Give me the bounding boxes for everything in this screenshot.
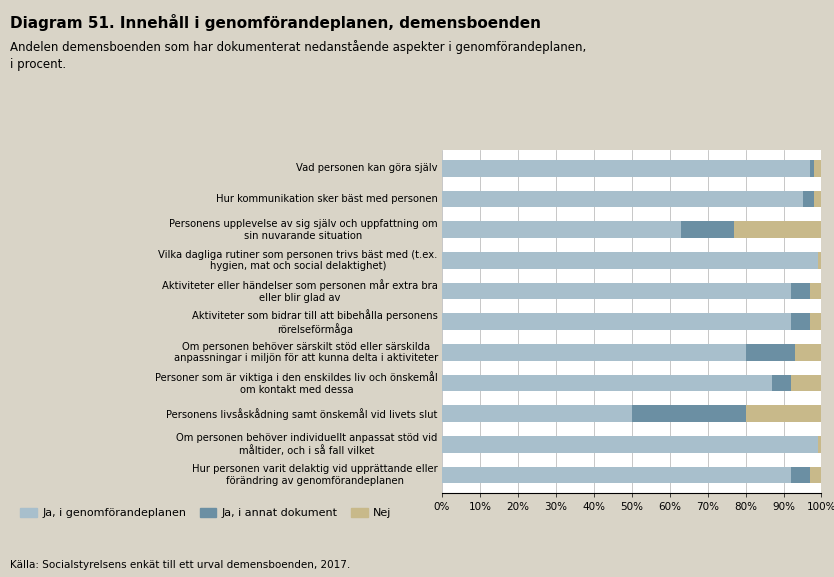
Text: Personer som är viktiga i den enskildes liv och önskemål
om kontakt med dessa: Personer som är viktiga i den enskildes … — [155, 371, 438, 395]
Text: Aktiviteter som bidrar till att bibehålla personens
rörelseförmåga: Aktiviteter som bidrar till att bibehåll… — [192, 309, 438, 335]
Text: Andelen demensboenden som har dokumenterat nedanstående aspekter i genomförandep: Andelen demensboenden som har dokumenter… — [10, 40, 586, 72]
Bar — [442, 344, 746, 361]
Bar — [632, 405, 746, 422]
Text: Aktiviteter eller händelser som personen mår extra bra
eller blir glad av: Aktiviteter eller händelser som personen… — [162, 279, 438, 303]
Bar — [442, 160, 810, 177]
Bar — [810, 313, 821, 330]
Legend: Ja, i genomförandeplanen, Ja, i annat dokument, Nej: Ja, i genomförandeplanen, Ja, i annat do… — [16, 503, 396, 522]
Bar — [817, 436, 821, 453]
Bar — [814, 190, 821, 208]
Bar — [442, 283, 791, 299]
Bar — [442, 190, 802, 208]
Bar — [802, 190, 814, 208]
Bar — [817, 252, 821, 269]
Text: Diagram 51. Innehåll i genomförandeplanen, demensboenden: Diagram 51. Innehåll i genomförandeplane… — [10, 14, 541, 31]
Bar — [810, 283, 821, 299]
Text: Om personen behöver individuellt anpassat stöd vid
måltider, och i så fall vilke: Om personen behöver individuellt anpassa… — [177, 433, 438, 456]
Text: Vad personen kan göra själv: Vad personen kan göra själv — [296, 163, 438, 174]
Bar — [791, 467, 810, 484]
Bar — [442, 222, 681, 238]
Bar — [442, 467, 791, 484]
Bar — [746, 405, 821, 422]
Text: Källa: Socialstyrelsens enkät till ett urval demensboenden, 2017.: Källa: Socialstyrelsens enkät till ett u… — [10, 560, 350, 570]
Bar — [772, 374, 791, 391]
Bar — [442, 313, 791, 330]
Bar — [810, 467, 821, 484]
Text: Hur personen varit delaktig vid upprättande eller
förändring av genomförandeplan: Hur personen varit delaktig vid upprätta… — [192, 464, 438, 486]
Bar — [791, 313, 810, 330]
Bar — [810, 160, 814, 177]
Bar — [746, 344, 795, 361]
Bar — [681, 222, 734, 238]
Bar — [791, 283, 810, 299]
Text: Personens upplevelse av sig själv och uppfattning om
sin nuvarande situation: Personens upplevelse av sig själv och up… — [169, 219, 438, 241]
Text: Om personen behöver särskilt stöd eller särskilda
anpassningar i miljön för att : Om personen behöver särskilt stöd eller … — [173, 342, 438, 363]
Bar — [734, 222, 821, 238]
Bar — [791, 374, 821, 391]
Text: Hur kommunikation sker bäst med personen: Hur kommunikation sker bäst med personen — [216, 194, 438, 204]
Bar — [442, 405, 632, 422]
Text: Vilka dagliga rutiner som personen trivs bäst med (t.ex.
hygien, mat och social : Vilka dagliga rutiner som personen trivs… — [158, 250, 438, 271]
Bar — [814, 160, 821, 177]
Bar — [442, 374, 772, 391]
Text: Personens livsåskådning samt önskemål vid livets slut: Personens livsåskådning samt önskemål vi… — [167, 408, 438, 419]
Bar — [442, 436, 817, 453]
Bar — [795, 344, 821, 361]
Bar — [442, 252, 817, 269]
